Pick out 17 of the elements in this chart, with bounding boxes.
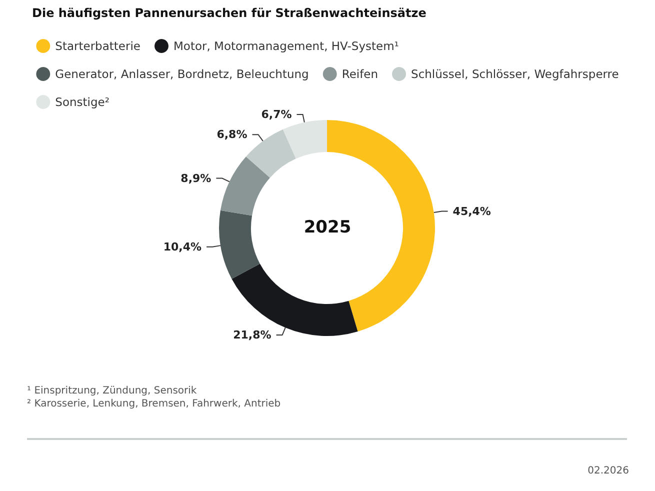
text: 2025	[304, 218, 352, 238]
data-label: 6,8%	[216, 128, 248, 142]
data-label: 6,7%	[261, 108, 292, 122]
legend-label: Sonstige²	[55, 95, 110, 109]
chart-title: Die häufigsten Pannenursachen für Straßenwachteinsätze	[32, 6, 426, 20]
legend-label: Schlüssel, Schlösser, Wegfahrsperre	[411, 67, 619, 81]
data-label: 8,9%	[180, 172, 212, 185]
legend-label: Starterbatterie	[55, 39, 141, 53]
legend-label: Generator, Anlasser, Bordnetz, Beleuchtung	[55, 67, 309, 81]
text: ¹ Einspritzung, Zündung, Sensorik	[27, 386, 197, 396]
data-label: 21,8%	[233, 328, 272, 342]
text: ² Karosserie, Lenkung, Bremsen, Fahrwerk, Antrieb	[27, 398, 281, 410]
data-label: 45,4%	[452, 204, 491, 218]
legend-label: Reifen	[342, 67, 378, 81]
data-label: 10,4%	[163, 240, 202, 254]
text: 02.2026	[588, 466, 630, 476]
legend-label: Motor, Motormanagement, HV-System¹	[173, 39, 399, 53]
